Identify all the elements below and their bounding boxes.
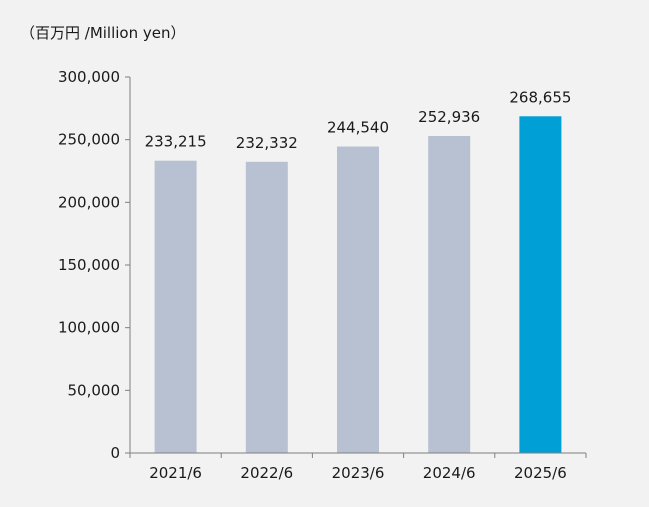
data-label: 232,332 bbox=[236, 134, 298, 152]
bar-2025-6 bbox=[519, 116, 562, 453]
x-tick-label: 2022/6 bbox=[240, 464, 293, 482]
data-label: 252,936 bbox=[418, 108, 480, 126]
y-tick-label: 300,000 bbox=[58, 68, 120, 86]
y-axis: 0 50,000 100,000 150,000 200,000 250,000 300,0… bbox=[58, 68, 131, 462]
bars: 233,215 232,332 244,540 252,936 268,655 bbox=[145, 88, 571, 454]
y-tick-label: 200,000 bbox=[58, 193, 120, 211]
x-tick-label: 2023/6 bbox=[332, 464, 385, 482]
x-axis: 2021/6 2022/6 2023/6 2024/6 2025/6 bbox=[129, 452, 587, 482]
bar-2021-6 bbox=[154, 160, 197, 454]
y-tick-label: 50,000 bbox=[68, 381, 121, 399]
bar-2024-6 bbox=[428, 135, 471, 453]
x-tick-label: 2025/6 bbox=[514, 464, 567, 482]
y-tick-label: 250,000 bbox=[58, 131, 120, 149]
bar-2023-6 bbox=[337, 146, 379, 453]
y-tick-label: 100,000 bbox=[58, 319, 120, 337]
y-tick-label: 0 bbox=[110, 444, 120, 462]
bar-2022-6 bbox=[245, 161, 288, 454]
data-label: 244,540 bbox=[327, 119, 389, 137]
data-label: 268,655 bbox=[509, 88, 571, 106]
unit-label: （百万円 /Million yen） bbox=[20, 24, 186, 42]
x-tick-label: 2024/6 bbox=[423, 464, 476, 482]
y-tick-label: 150,000 bbox=[58, 256, 120, 274]
data-label: 233,215 bbox=[145, 133, 207, 151]
x-tick-label: 2021/6 bbox=[149, 464, 202, 482]
